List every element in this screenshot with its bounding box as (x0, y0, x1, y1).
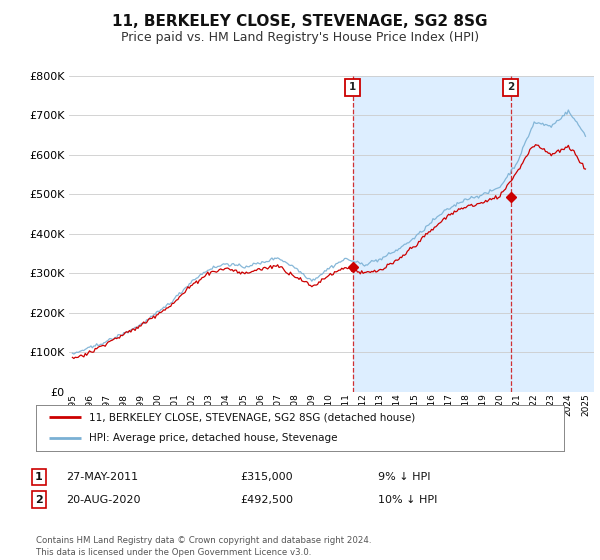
Text: £315,000: £315,000 (240, 472, 293, 482)
Text: 20-AUG-2020: 20-AUG-2020 (66, 494, 140, 505)
Bar (353, 76, 511, 392)
Text: Contains HM Land Registry data © Crown copyright and database right 2024.
This d: Contains HM Land Registry data © Crown c… (36, 536, 371, 557)
Text: 9% ↓ HPI: 9% ↓ HPI (378, 472, 431, 482)
Text: 11, BERKELEY CLOSE, STEVENAGE, SG2 8SG: 11, BERKELEY CLOSE, STEVENAGE, SG2 8SG (112, 14, 488, 29)
Text: £492,500: £492,500 (240, 494, 293, 505)
Text: 2: 2 (35, 494, 43, 505)
Text: 2: 2 (507, 82, 514, 92)
Text: 11, BERKELEY CLOSE, STEVENAGE, SG2 8SG (detached house): 11, BERKELEY CLOSE, STEVENAGE, SG2 8SG (… (89, 412, 415, 422)
Text: 10% ↓ HPI: 10% ↓ HPI (378, 494, 437, 505)
Text: Price paid vs. HM Land Registry's House Price Index (HPI): Price paid vs. HM Land Registry's House … (121, 31, 479, 44)
Text: 1: 1 (35, 472, 43, 482)
Text: HPI: Average price, detached house, Stevenage: HPI: Average price, detached house, Stev… (89, 433, 337, 444)
Text: 1: 1 (349, 82, 356, 92)
Text: 27-MAY-2011: 27-MAY-2011 (66, 472, 138, 482)
Bar (511, 76, 594, 392)
